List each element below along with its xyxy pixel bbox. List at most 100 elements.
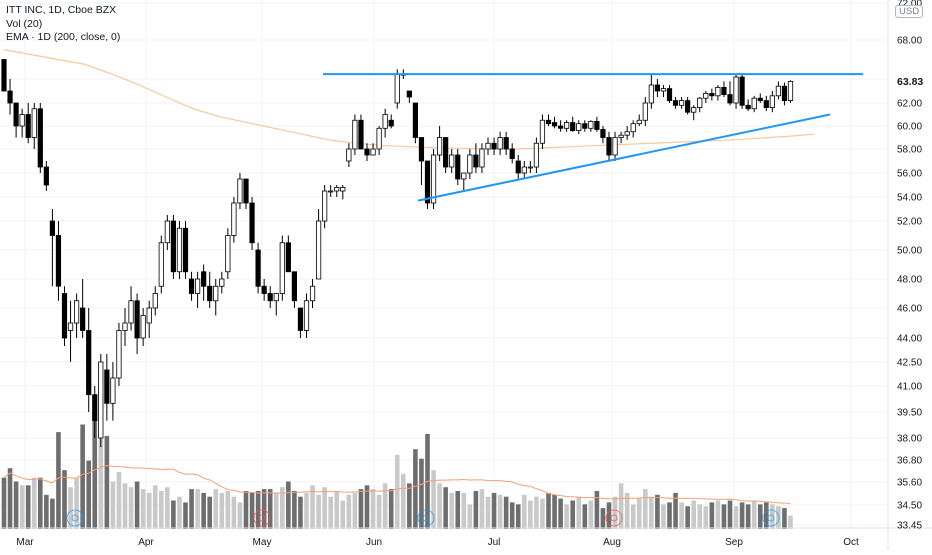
candle-body: [219, 278, 225, 287]
candle-body: [152, 293, 158, 309]
candle-body: [158, 242, 164, 287]
candle-body: [394, 73, 400, 104]
candle-body: [207, 285, 213, 302]
volume-bar: [207, 496, 212, 529]
volume-bar: [13, 481, 19, 529]
candle-body: [576, 123, 582, 131]
candle-body: [636, 119, 642, 125]
volume-bar: [159, 491, 164, 529]
legend-ema-indicator[interactable]: EMA · 1D (200, close, 0): [6, 31, 121, 43]
price-tick-label: 72.00: [897, 0, 922, 10]
legend-symbol: ITT INC: [6, 4, 43, 16]
volume-bar: [594, 491, 600, 529]
price-tick-label: 52.00: [897, 217, 922, 228]
volume-bar: [437, 483, 442, 529]
volume-bar: [340, 500, 346, 529]
volume-bar: [491, 492, 497, 529]
volume-bar: [443, 487, 448, 529]
candle-body: [261, 285, 267, 294]
time-tick-label: May: [253, 537, 272, 548]
candle-body: [116, 330, 122, 379]
candle-body: [364, 148, 370, 156]
event-marker: [66, 509, 84, 527]
volume-bar: [649, 496, 654, 529]
event-marker-core: [71, 514, 79, 522]
volume-bar: [558, 498, 563, 529]
volume-bar: [183, 502, 188, 529]
volume-bar: [1, 477, 7, 529]
volume-bar: [237, 502, 243, 529]
candle-body: [188, 278, 195, 294]
volume-bar: [140, 489, 146, 529]
candle-body: [515, 160, 521, 174]
candle-body: [25, 114, 31, 138]
volume-bar: [770, 504, 775, 529]
volume-bar: [352, 492, 358, 529]
price-tick-label: 33.45: [897, 521, 922, 532]
price-tick-label: 35.60: [897, 478, 922, 489]
volume-bar: [764, 502, 769, 529]
candle-body: [654, 84, 661, 92]
candle-body: [418, 137, 425, 162]
candle-body: [709, 93, 715, 97]
candle-body: [787, 81, 794, 102]
candle-body: [201, 271, 207, 287]
candle-body: [213, 285, 219, 302]
candle-body: [86, 330, 92, 396]
candle-body: [564, 122, 570, 129]
candle-body: [509, 148, 515, 159]
candle-body: [67, 322, 74, 331]
currency-badge[interactable]: USD: [895, 5, 924, 18]
volume-bar: [243, 491, 249, 529]
volume-bar: [479, 489, 485, 529]
volume-bar: [219, 492, 225, 529]
candle-body: [176, 227, 183, 273]
volume-bar: [606, 502, 612, 529]
volume-bar: [509, 502, 515, 529]
candle-body: [703, 93, 709, 99]
volume-bar: [413, 449, 418, 529]
volume-ma-line: [3, 465, 791, 505]
volume-bar: [98, 426, 104, 529]
volume-bar: [7, 468, 13, 529]
volume-bar: [146, 492, 152, 529]
candle-body: [322, 190, 328, 222]
candle-body: [691, 107, 697, 113]
candle-body: [370, 148, 376, 156]
support-line: [417, 113, 831, 202]
candle-body: [618, 134, 624, 138]
candle-body: [479, 148, 485, 168]
time-tick-label: Apr: [138, 537, 154, 548]
price-tick-label: 58.00: [897, 145, 922, 156]
candle-body: [170, 220, 176, 273]
time-tick-label: Jul: [488, 537, 501, 548]
price-tick-label: 39.50: [897, 408, 922, 419]
volume-bar: [697, 504, 703, 529]
volume-bar: [401, 473, 406, 529]
event-marker: [253, 509, 271, 527]
candle-body: [291, 271, 298, 302]
candle-body: [612, 137, 618, 156]
candle-body: [61, 293, 68, 339]
volume-bar: [110, 481, 116, 529]
volume-bar: [134, 481, 140, 529]
time-tick-label: Aug: [603, 537, 621, 548]
candle-body: [582, 123, 588, 129]
candle-body: [237, 178, 243, 204]
candle-body: [467, 154, 473, 174]
legend-volume-indicator[interactable]: Vol (20): [6, 17, 43, 30]
candle-body: [303, 300, 310, 331]
volume-bar: [667, 502, 672, 529]
volume-bar: [292, 491, 297, 529]
candle-body: [672, 100, 679, 106]
candle-body: [588, 121, 594, 129]
price-tick-label: 38.00: [897, 434, 922, 445]
chart-legend: ITT INC, 1D, Cboe BZX Vol (20) EMA · 1D …: [6, 4, 120, 45]
candle-body: [146, 307, 152, 324]
volume-bar: [534, 496, 539, 529]
candle-body: [606, 137, 612, 156]
candle-body: [491, 142, 497, 150]
candle-body: [334, 186, 340, 192]
